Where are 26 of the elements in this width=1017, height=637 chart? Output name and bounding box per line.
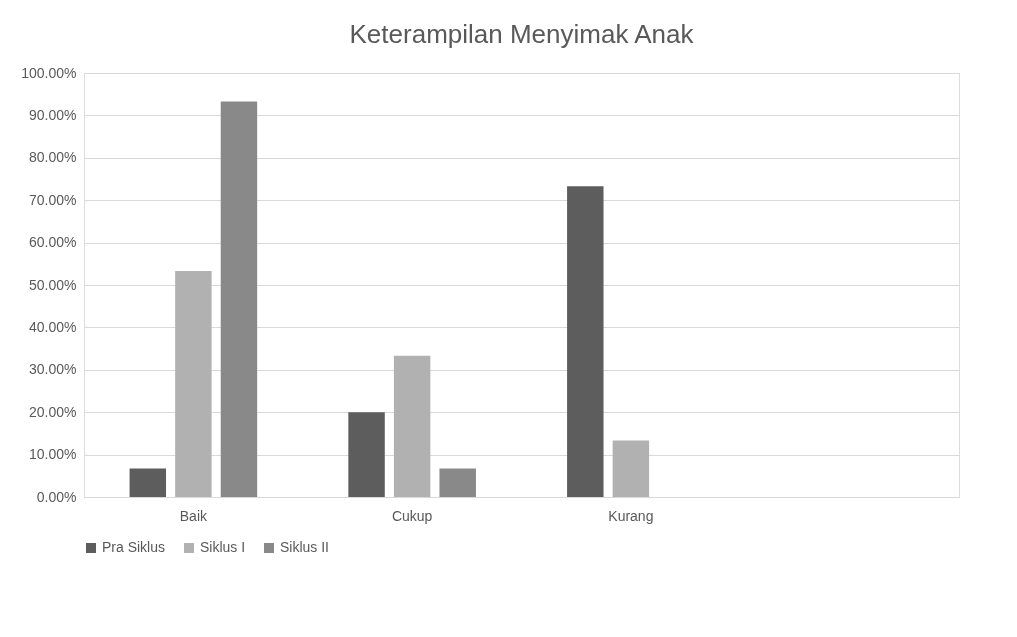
- x-tick-label: Cukup: [391, 507, 433, 524]
- bar: [567, 186, 604, 497]
- y-tick-label: 80.00%: [29, 149, 77, 166]
- y-tick-label: 50.00%: [29, 276, 77, 293]
- bar: [129, 468, 167, 497]
- y-tick-label: 20.00%: [29, 403, 77, 420]
- x-tick-label: Kurang: [608, 507, 654, 524]
- y-tick-label: 100.00%: [21, 64, 77, 81]
- bar: [393, 355, 431, 497]
- legend-label: Pra Siklus: [102, 539, 166, 555]
- bar: [439, 468, 476, 497]
- bar: [175, 271, 212, 497]
- y-tick-label: 60.00%: [29, 234, 77, 251]
- y-tick-label: 10.00%: [29, 446, 77, 463]
- y-tick-label: 70.00%: [29, 191, 77, 208]
- y-tick-label: 90.00%: [29, 106, 77, 123]
- bar: [348, 412, 385, 497]
- legend-label: Siklus II: [280, 539, 330, 555]
- legend-label: Siklus I: [200, 539, 246, 555]
- y-tick-label: 40.00%: [29, 318, 77, 335]
- chart-title: Keterampilan Menyimak Anak: [349, 19, 695, 49]
- x-tick-label: Baik: [179, 507, 208, 524]
- y-tick-label: 30.00%: [29, 361, 77, 378]
- bar: [220, 101, 258, 497]
- y-tick-label: 0.00%: [36, 488, 77, 505]
- bar: [612, 440, 650, 497]
